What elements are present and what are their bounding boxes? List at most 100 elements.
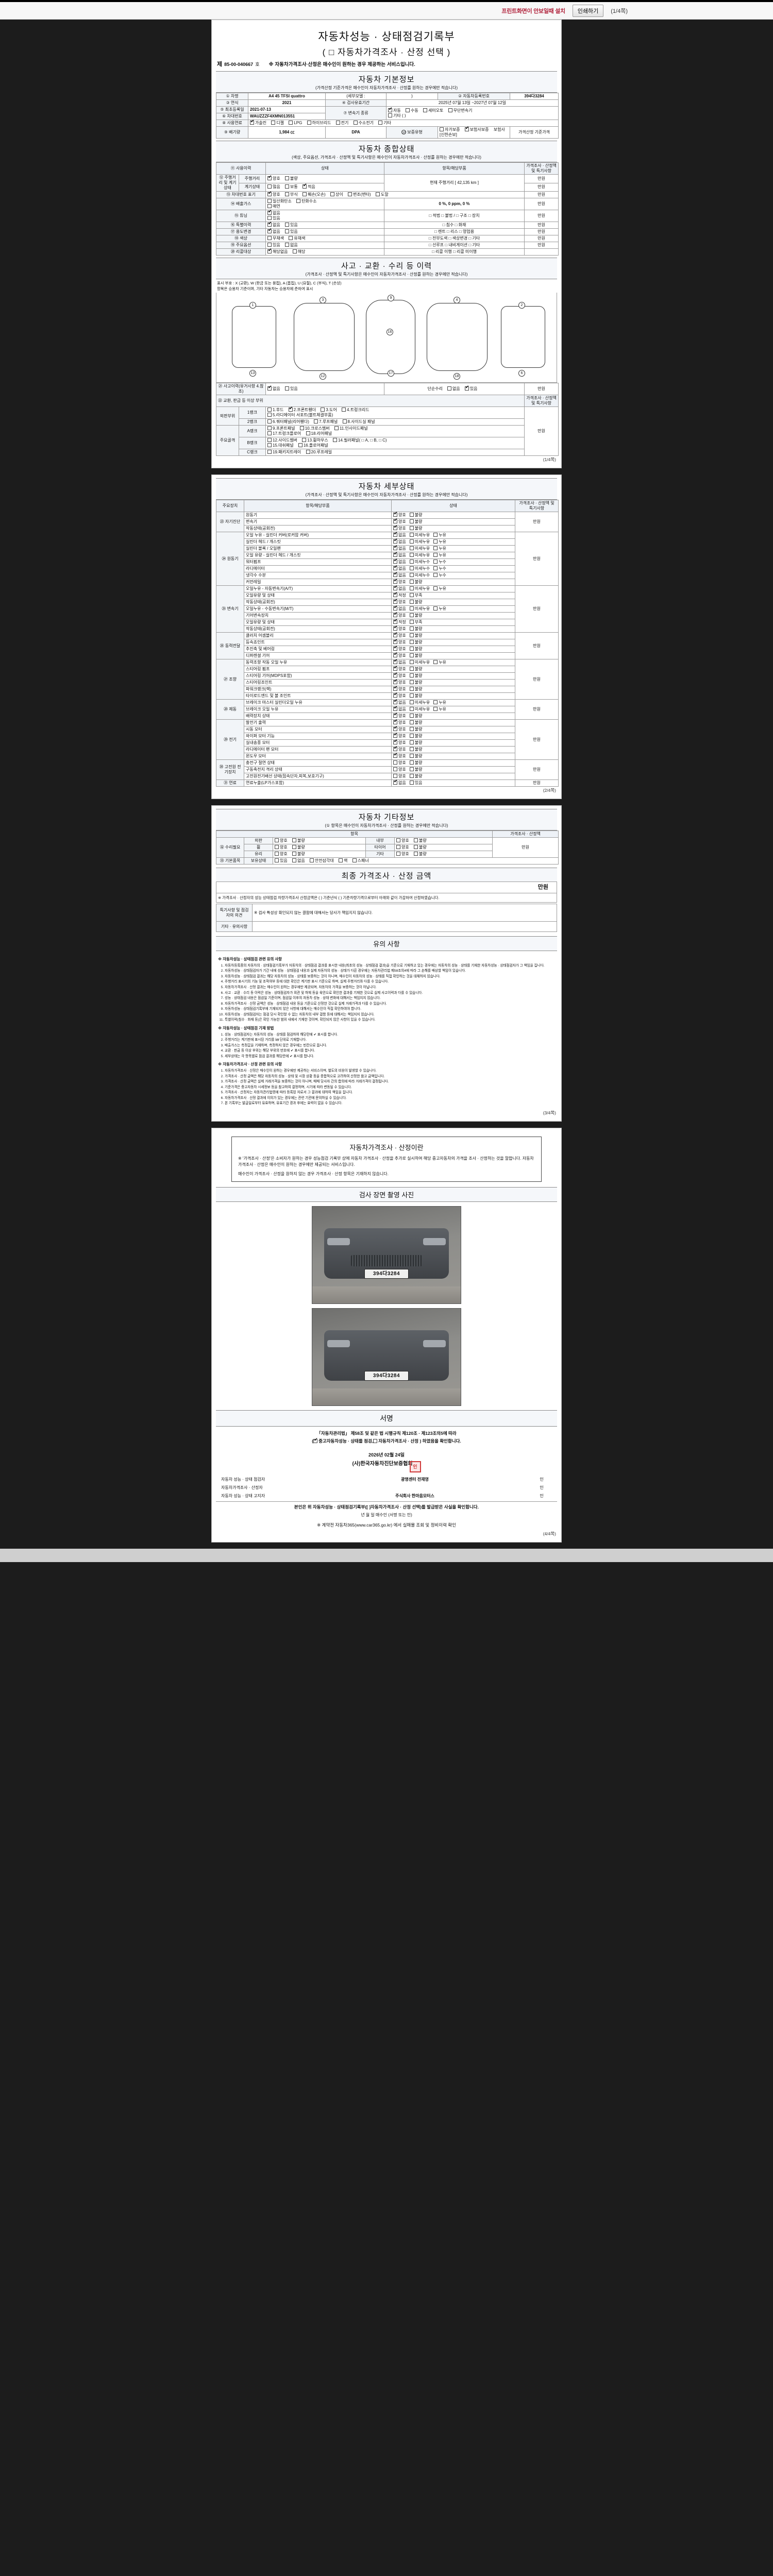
option-door[interactable]: 3.도어 — [321, 408, 337, 413]
option-미세누유[interactable]: 미세누유 — [409, 700, 430, 705]
checkbox-icon[interactable] — [353, 121, 358, 125]
checkbox-icon[interactable] — [464, 126, 469, 131]
option-fuel-diesel[interactable]: 디젤 — [271, 121, 284, 126]
checkbox-icon[interactable] — [302, 192, 307, 196]
option-rear-panel[interactable]: 18.리어패널 — [306, 431, 332, 436]
checkbox-icon[interactable] — [309, 858, 314, 862]
checkbox-icon[interactable] — [409, 580, 414, 584]
checkbox-icon[interactable] — [267, 216, 272, 220]
checkbox-icon[interactable] — [267, 419, 272, 423]
checkbox-icon[interactable] — [409, 781, 414, 785]
option-vin-different[interactable]: 상이 — [330, 192, 343, 197]
checkbox-icon[interactable] — [393, 524, 398, 530]
option-glass-good[interactable]: 양호 — [275, 852, 288, 857]
option-hood[interactable]: 1.후드 — [267, 408, 283, 413]
option-opt-no[interactable]: 없음 — [284, 243, 298, 248]
option-양호[interactable]: 양호 — [393, 652, 406, 658]
option-불량[interactable]: 불량 — [409, 633, 422, 638]
checkbox-icon[interactable] — [433, 700, 438, 704]
checkbox-icon[interactable] — [464, 385, 469, 391]
checkbox-icon[interactable] — [342, 419, 347, 423]
checkbox-icon[interactable] — [393, 565, 398, 570]
option-불량[interactable]: 불량 — [409, 760, 422, 766]
checkbox-icon[interactable] — [433, 539, 438, 544]
option-양호[interactable]: 양호 — [393, 739, 406, 745]
checkbox-icon[interactable] — [413, 845, 418, 849]
checkbox-icon[interactable] — [332, 438, 337, 442]
checkbox-icon[interactable] — [306, 450, 310, 454]
checkbox-icon[interactable] — [306, 431, 310, 435]
checkbox-icon[interactable] — [393, 605, 398, 611]
checkbox-icon[interactable] — [409, 714, 414, 718]
checkbox-icon[interactable] — [393, 545, 398, 550]
checkbox-icon[interactable] — [409, 626, 414, 631]
option-없음[interactable]: 없음 — [393, 605, 406, 612]
checkbox-icon[interactable] — [393, 685, 398, 691]
option-roof-rail[interactable]: 20.루프레일 — [306, 450, 332, 455]
checkbox-icon[interactable] — [393, 692, 398, 698]
checkbox-icon[interactable] — [409, 740, 414, 744]
checkbox-icon[interactable] — [409, 613, 414, 617]
option-없음[interactable]: 없음 — [393, 585, 406, 591]
checkbox-icon[interactable] — [409, 633, 414, 637]
option-co[interactable]: 일산화탄소 — [267, 199, 292, 204]
option-transmission-other[interactable]: 기타 ( ) — [388, 113, 406, 118]
checkbox-icon[interactable] — [393, 612, 398, 617]
checkbox-icon[interactable] — [296, 199, 301, 203]
option-누수[interactable]: 누수 — [433, 560, 446, 565]
option-불량[interactable]: 불량 — [409, 680, 422, 685]
checkbox-icon[interactable] — [409, 593, 414, 597]
checkbox-icon[interactable] — [409, 539, 414, 544]
option-warranty-self[interactable]: 자가보증 — [440, 127, 460, 132]
option-fuel-hybrid[interactable]: 하이브리드 — [307, 121, 331, 126]
option-미세누수[interactable]: 미세누수 — [409, 566, 430, 571]
option-미세누유[interactable]: 미세누유 — [409, 586, 430, 591]
option-transmission-manual[interactable]: 수동 — [405, 108, 418, 113]
option-적정[interactable]: 적정 — [393, 618, 406, 625]
checkbox-icon[interactable] — [393, 745, 398, 751]
checkbox-icon[interactable] — [393, 511, 398, 517]
option-hold-no[interactable]: 없음 — [292, 858, 305, 863]
checkbox-icon[interactable] — [409, 560, 414, 564]
option-quarter-panel[interactable]: 6.쿼터패널(리어휀다) — [267, 419, 309, 425]
option-불량[interactable]: 불량 — [409, 600, 422, 605]
option-누유[interactable]: 누유 — [433, 606, 446, 612]
option-불량[interactable]: 불량 — [409, 774, 422, 779]
checkbox-icon[interactable] — [433, 533, 438, 537]
checkbox-icon[interactable] — [409, 519, 414, 523]
checkbox-icon[interactable] — [393, 538, 398, 544]
checkbox-icon[interactable] — [409, 526, 414, 530]
checkbox-icon[interactable] — [267, 408, 272, 412]
damage-point-2[interactable]: 2 — [518, 302, 525, 309]
checkbox-icon[interactable] — [267, 385, 272, 391]
checkbox-icon[interactable] — [405, 108, 410, 112]
checkbox-icon[interactable] — [314, 419, 318, 423]
checkbox-icon[interactable] — [396, 845, 400, 849]
checkbox-icon[interactable] — [284, 229, 289, 233]
checkbox-icon[interactable] — [284, 386, 289, 391]
option-불량[interactable]: 불량 — [409, 747, 422, 752]
option-양호[interactable]: 양호 — [393, 612, 406, 618]
option-양호[interactable]: 양호 — [393, 719, 406, 725]
damage-point-12[interactable]: 12 — [320, 373, 326, 380]
checkbox-icon[interactable] — [409, 647, 414, 651]
option-불량[interactable]: 불량 — [409, 526, 422, 531]
checkbox-icon[interactable] — [267, 199, 272, 203]
checkbox-icon[interactable] — [447, 386, 451, 391]
checkbox-icon[interactable] — [393, 760, 397, 765]
checkbox-icon[interactable] — [292, 852, 296, 856]
option-양호[interactable]: 양호 — [393, 752, 406, 759]
damage-point-9[interactable]: 9 — [388, 295, 394, 301]
checkbox-icon[interactable] — [393, 591, 398, 597]
option-vin-erased[interactable]: 도말 — [375, 192, 389, 197]
option-normal[interactable]: 보통 — [284, 184, 298, 190]
damage-point-13[interactable]: 13 — [249, 370, 256, 377]
checkbox-icon[interactable] — [448, 108, 452, 112]
checkbox-icon[interactable] — [393, 705, 398, 711]
option-누유[interactable]: 누유 — [433, 660, 446, 665]
option-triangle[interactable]: 안전삼각대 — [309, 858, 334, 863]
checkbox-icon[interactable] — [409, 747, 414, 751]
checkbox-icon[interactable] — [393, 625, 398, 631]
checkbox-icon[interactable] — [338, 858, 343, 862]
option-불량[interactable]: 불량 — [409, 673, 422, 679]
